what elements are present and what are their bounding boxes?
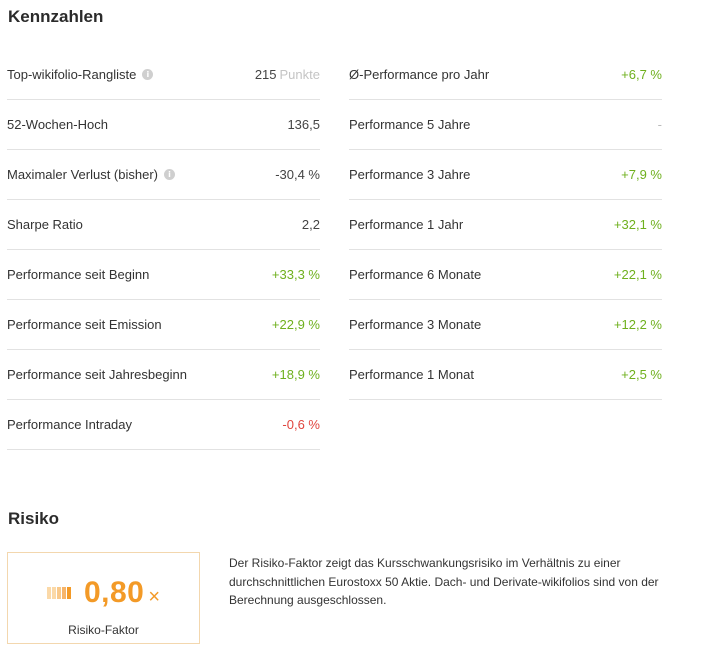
risk-factor-label: Risiko-Faktor: [68, 623, 139, 637]
metric-value: +12,2 %: [613, 317, 662, 332]
metric-row: Performance seit Emission +22,9 %: [7, 300, 320, 350]
metric-row: Performance 5 Jahre -: [349, 100, 662, 150]
multiplier-icon: ×: [148, 585, 161, 608]
metric-value: +22,1 %: [613, 267, 662, 282]
metric-value: 215: [254, 67, 277, 82]
risk-bar: [46, 587, 51, 599]
metric-row: Performance Intraday -0,6 %: [7, 400, 320, 450]
metric-label: Top-wikifolio-Rangliste: [7, 67, 137, 82]
metric-row: Ø-Performance pro Jahr +6,7 %: [349, 50, 662, 100]
metric-label: Ø-Performance pro Jahr: [349, 67, 490, 82]
info-icon[interactable]: i: [142, 69, 154, 80]
metric-label: Performance 5 Jahre: [349, 117, 471, 132]
kennzahlen-title: Kennzahlen: [8, 7, 104, 26]
metric-label: Performance 3 Monate: [349, 317, 482, 332]
metric-value: 2,2: [301, 217, 320, 232]
metric-value: +22,9 %: [271, 317, 320, 332]
risk-factor-card: 0,80 × Risiko-Faktor: [7, 552, 200, 644]
metric-row: Performance 6 Monate +22,1 %: [349, 250, 662, 300]
metric-label: Sharpe Ratio: [7, 217, 83, 232]
metric-label: Maximaler Verlust (bisher): [7, 167, 158, 182]
risk-level-bars-icon: [46, 587, 72, 599]
metric-label: Performance 6 Monate: [349, 267, 482, 282]
risk-bar: [51, 587, 56, 599]
metric-value: +6,7 %: [621, 67, 662, 82]
metric-row: Performance 1 Jahr +32,1 %: [349, 200, 662, 250]
metric-label: Performance 1 Monat: [349, 367, 475, 382]
metric-row: Sharpe Ratio 2,2: [7, 200, 320, 250]
metric-value: +33,3 %: [271, 267, 320, 282]
metric-row: Performance 3 Monate +12,2 %: [349, 300, 662, 350]
metric-row: Performance seit Beginn +33,3 %: [7, 250, 320, 300]
risk-bar: [56, 587, 61, 599]
risk-description: Der Risiko-Faktor zeigt das Kursschwanku…: [229, 556, 659, 607]
risiko-title: Risiko: [8, 509, 60, 528]
metric-value: +18,9 %: [271, 367, 320, 382]
metric-row: Performance 1 Monat +2,5 %: [349, 350, 662, 400]
metric-label: Performance Intraday: [7, 417, 133, 432]
metric-row: Top-wikifolio-Rangliste i 215 Punkte: [7, 50, 320, 100]
metric-label: Performance 1 Jahr: [349, 217, 464, 232]
metric-label: 52-Wochen-Hoch: [7, 117, 108, 132]
kennzahlen-right-column: Ø-Performance pro Jahr +6,7 % Performanc…: [349, 50, 662, 400]
metric-row: Performance seit Jahresbeginn +18,9 %: [7, 350, 320, 400]
info-icon[interactable]: i: [164, 169, 175, 180]
risk-bar: [66, 587, 71, 599]
metric-row: Performance 3 Jahre +7,9 %: [349, 150, 662, 200]
metric-value: 136,5: [287, 117, 320, 132]
risk-factor-value: 0,80: [83, 576, 145, 609]
metric-value: +32,1 %: [613, 217, 662, 232]
metric-value: +2,5 %: [621, 367, 662, 382]
metric-row: 52-Wochen-Hoch 136,5: [7, 100, 320, 150]
metric-label: Performance seit Emission: [7, 317, 162, 332]
metric-value: -: [657, 117, 662, 132]
risk-bar: [61, 587, 66, 599]
kennzahlen-left-column: Top-wikifolio-Rangliste i 215 Punkte 52-W…: [7, 50, 320, 450]
metric-label: Performance seit Jahresbeginn: [7, 367, 187, 382]
metric-unit: Punkte: [279, 67, 320, 82]
metric-value: -0,6 %: [282, 417, 320, 432]
metric-value: -30,4 %: [275, 167, 320, 182]
metric-value: +7,9 %: [621, 167, 662, 182]
metric-row: Maximaler Verlust (bisher) i -30,4 %: [7, 150, 320, 200]
metric-label: Performance 3 Jahre: [349, 167, 471, 182]
metric-label: Performance seit Beginn: [7, 267, 150, 282]
